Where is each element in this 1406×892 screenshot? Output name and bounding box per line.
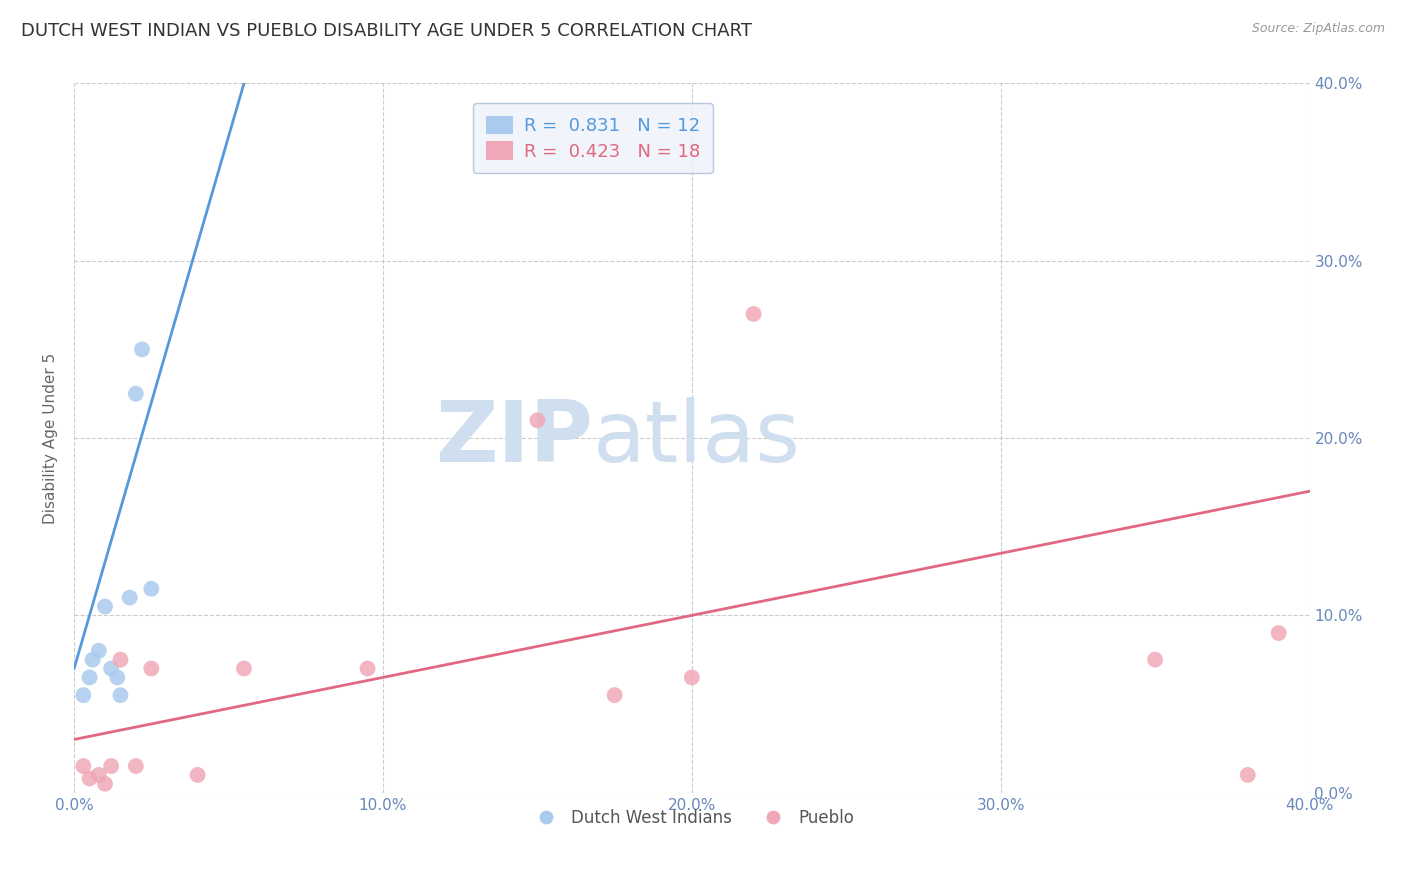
Point (603, 688, 626, 702)
Point (94, 599, 117, 614)
Point (82, 653, 104, 667)
Point (356, 661, 378, 675)
Point (87, 644, 110, 658)
Point (118, 591, 141, 605)
Text: DUTCH WEST INDIAN VS PUEBLO DISABILITY AGE UNDER 5 CORRELATION CHART: DUTCH WEST INDIAN VS PUEBLO DISABILITY A… (21, 22, 752, 40)
Point (1267, 626, 1289, 640)
Point (72, 688, 94, 702)
Point (79, 772, 101, 786)
Text: Source: ZipAtlas.com: Source: ZipAtlas.com (1251, 22, 1385, 36)
Text: ZIP: ZIP (436, 397, 593, 480)
Point (79, 670, 101, 684)
Point (681, 670, 703, 684)
Point (110, 688, 132, 702)
Point (526, 413, 548, 427)
Text: atlas: atlas (593, 397, 801, 480)
Point (1236, 768, 1258, 782)
Point (125, 386, 148, 401)
Point (141, 661, 163, 675)
Y-axis label: Disability Age Under 5: Disability Age Under 5 (44, 352, 58, 524)
Point (87, 768, 110, 782)
Point (742, 307, 765, 321)
Point (125, 759, 148, 773)
Point (141, 582, 163, 596)
Point (72, 759, 94, 773)
Point (110, 653, 132, 667)
Point (100, 759, 122, 773)
Point (105, 670, 128, 684)
Point (233, 661, 256, 675)
Point (1144, 653, 1167, 667)
Point (187, 768, 209, 782)
Point (94, 777, 117, 791)
Point (100, 661, 122, 675)
Legend: Dutch West Indians, Pueblo: Dutch West Indians, Pueblo (523, 803, 860, 834)
Point (131, 343, 153, 357)
